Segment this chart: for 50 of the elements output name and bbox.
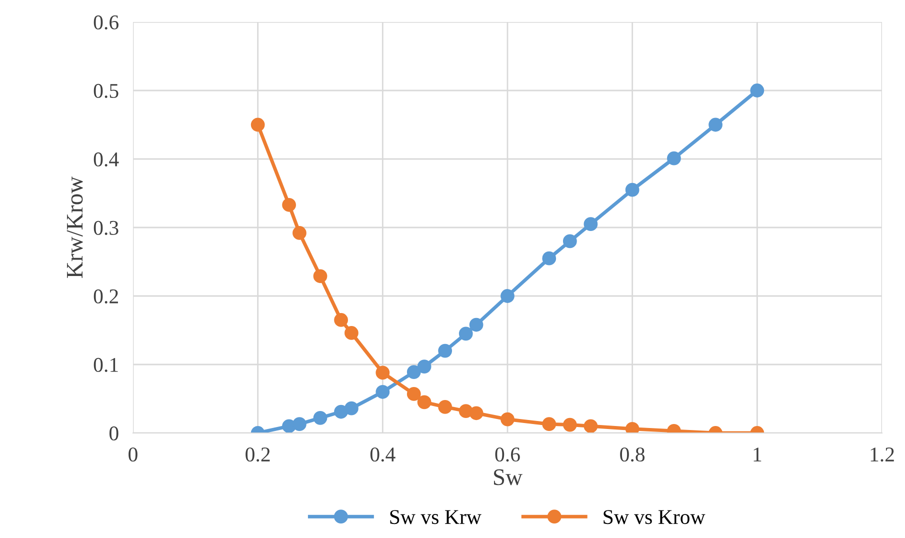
point [282, 198, 296, 212]
point [708, 118, 722, 132]
point [584, 217, 598, 232]
y-tick-label: 0.4 [94, 152, 119, 167]
point [469, 318, 484, 332]
point [500, 412, 514, 426]
x-tick-label: 0.2 [246, 447, 270, 462]
y-tick-label: 0.3 [94, 220, 118, 236]
point [250, 118, 265, 132]
x-axis-title: Sw [494, 469, 522, 486]
point [542, 251, 556, 266]
point [750, 84, 764, 98]
point [584, 419, 598, 433]
point [469, 406, 484, 420]
point [334, 313, 348, 327]
point [438, 344, 452, 358]
point [500, 289, 514, 303]
point [406, 387, 421, 401]
point [417, 360, 432, 374]
point [344, 401, 358, 416]
point [562, 418, 577, 432]
point [542, 417, 556, 432]
point [344, 326, 358, 340]
x-tick-label: 1.2 [870, 448, 894, 462]
point [406, 365, 421, 379]
point [667, 151, 681, 166]
x-tick-label: 0 [128, 447, 138, 462]
y-tick-label: 0 [109, 426, 118, 440]
point [376, 366, 390, 380]
point [313, 410, 328, 425]
point [562, 234, 577, 248]
point [292, 417, 306, 432]
y-tick-label: 0.5 [94, 84, 118, 98]
y-tick-label: 0.2 [94, 289, 118, 304]
y-tick-label: 0.6 [94, 15, 118, 30]
legend-label: Sw vs Krw [390, 510, 482, 524]
y-axis-title: Krw/Krow [66, 176, 83, 278]
legend-label: Sw vs Krow [604, 510, 706, 524]
y-tick-label: 0.1 [94, 358, 118, 372]
x-tick-label: 0.6 [495, 447, 520, 462]
point [458, 326, 473, 341]
x-tick-label: 0.4 [370, 447, 396, 462]
point [313, 269, 328, 284]
point [625, 182, 640, 197]
point [417, 395, 432, 410]
point [292, 226, 306, 240]
point [438, 400, 452, 414]
x-tick-label: 1 [754, 448, 762, 462]
point [376, 384, 390, 399]
x-tick-label: 0.8 [620, 447, 645, 462]
